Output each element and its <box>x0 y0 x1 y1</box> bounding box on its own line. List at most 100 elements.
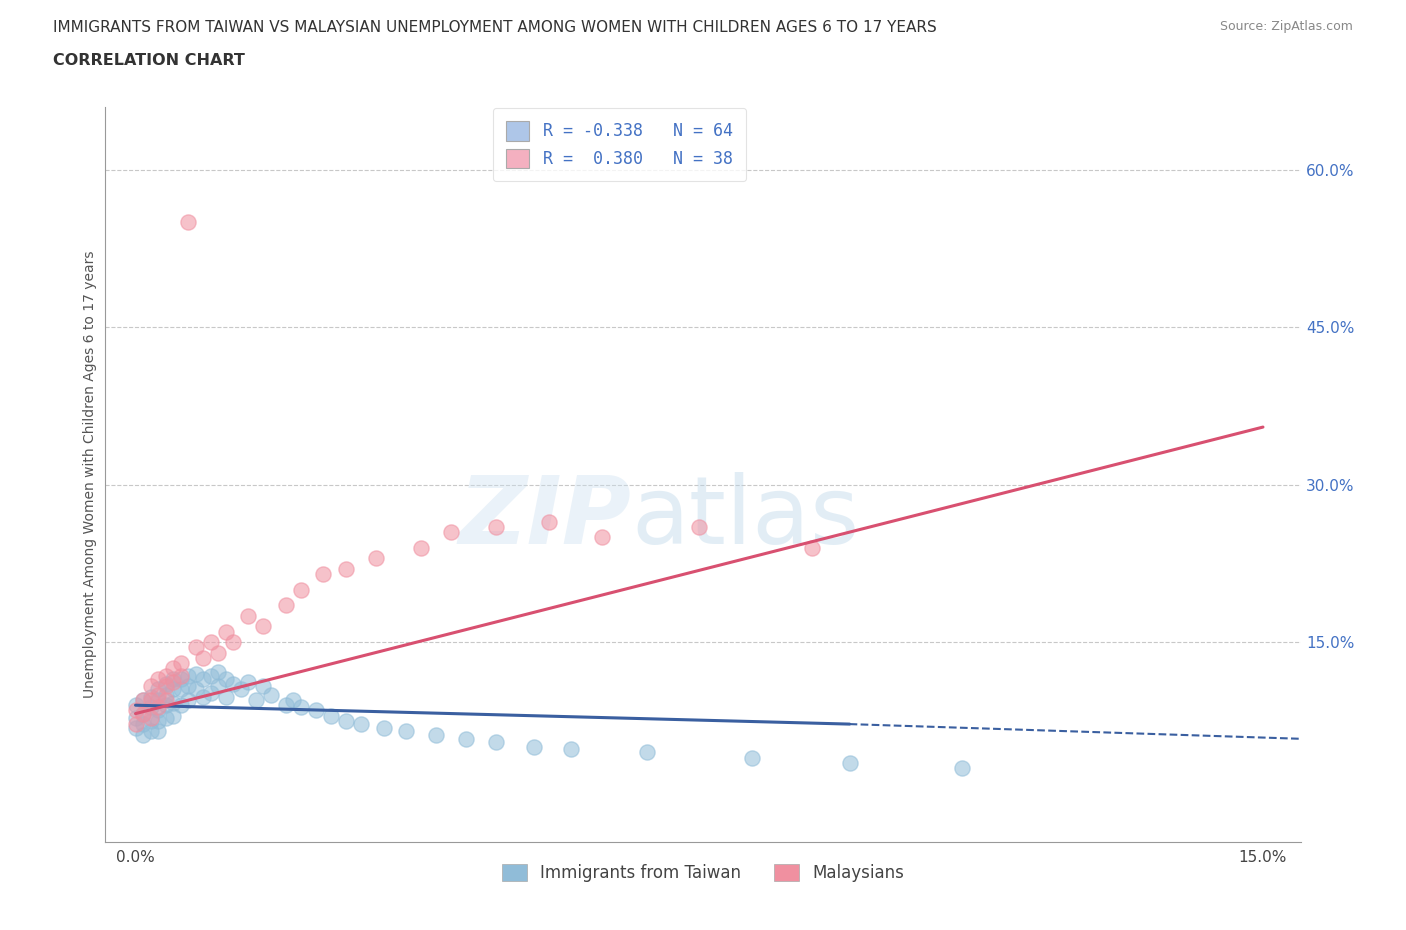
Legend: Immigrants from Taiwan, Malaysians: Immigrants from Taiwan, Malaysians <box>495 857 911 888</box>
Point <box>283 693 305 708</box>
Point <box>200 685 222 700</box>
Point <box>741 751 763 765</box>
Point <box>215 671 238 686</box>
Point <box>139 711 162 725</box>
Point <box>124 703 146 718</box>
Point <box>184 666 207 681</box>
Y-axis label: Unemployment Among Women with Children Ages 6 to 17 years: Unemployment Among Women with Children A… <box>83 250 97 698</box>
Point <box>319 709 342 724</box>
Point <box>146 703 169 718</box>
Point <box>222 677 245 692</box>
Point <box>373 721 395 736</box>
Point <box>169 698 191 712</box>
Point <box>260 687 283 702</box>
Point <box>162 682 184 697</box>
Point <box>184 640 207 655</box>
Point <box>177 669 200 684</box>
Point <box>155 677 177 692</box>
Point <box>207 679 229 694</box>
Point <box>155 711 177 725</box>
Point <box>139 724 162 739</box>
Point <box>252 619 274 634</box>
Point <box>274 598 297 613</box>
Point <box>169 669 191 684</box>
Point <box>169 671 191 686</box>
Text: CORRELATION CHART: CORRELATION CHART <box>53 53 245 68</box>
Point <box>146 724 169 739</box>
Point <box>312 566 335 581</box>
Point <box>305 703 328 718</box>
Point <box>456 731 478 746</box>
Point <box>411 540 433 555</box>
Point <box>688 519 710 534</box>
Point <box>485 735 508 750</box>
Point <box>155 669 177 684</box>
Point <box>222 635 245 650</box>
Point <box>838 755 860 770</box>
Point <box>184 682 207 697</box>
Text: atlas: atlas <box>631 472 859 565</box>
Point <box>591 530 613 545</box>
Point <box>124 721 146 736</box>
Point <box>162 696 184 711</box>
Point <box>124 711 146 725</box>
Point <box>139 693 162 708</box>
Point <box>207 664 229 679</box>
Point <box>124 717 146 732</box>
Point <box>335 713 357 728</box>
Point <box>252 679 274 694</box>
Text: Source: ZipAtlas.com: Source: ZipAtlas.com <box>1219 20 1353 33</box>
Point <box>560 742 582 757</box>
Point <box>132 706 155 721</box>
Point <box>950 761 973 776</box>
Point <box>238 608 260 623</box>
Point <box>169 682 191 697</box>
Point <box>191 671 214 686</box>
Point <box>162 671 184 686</box>
Point <box>177 693 200 708</box>
Point <box>537 514 560 529</box>
Point <box>335 562 357 577</box>
Point <box>139 679 162 694</box>
Point <box>155 693 177 708</box>
Point <box>146 700 169 715</box>
Point <box>523 739 546 754</box>
Point <box>132 706 155 721</box>
Point <box>139 713 162 728</box>
Point <box>229 682 252 697</box>
Point <box>440 525 463 539</box>
Point <box>132 717 155 732</box>
Point <box>169 656 191 671</box>
Point <box>155 679 177 694</box>
Point <box>162 661 184 676</box>
Point <box>177 215 200 230</box>
Text: IMMIGRANTS FROM TAIWAN VS MALAYSIAN UNEMPLOYMENT AMONG WOMEN WITH CHILDREN AGES : IMMIGRANTS FROM TAIWAN VS MALAYSIAN UNEM… <box>53 20 938 35</box>
Point <box>350 717 373 732</box>
Point <box>290 582 312 597</box>
Point <box>146 693 169 708</box>
Point <box>162 674 184 689</box>
Point <box>155 698 177 712</box>
Point <box>290 700 312 715</box>
Point <box>155 687 177 702</box>
Point <box>215 689 238 704</box>
Point <box>245 693 267 708</box>
Point <box>207 645 229 660</box>
Point <box>636 745 658 760</box>
Point <box>146 687 169 702</box>
Point <box>124 698 146 712</box>
Text: ZIP: ZIP <box>458 472 631 565</box>
Point <box>801 540 824 555</box>
Point <box>200 635 222 650</box>
Point <box>215 624 238 639</box>
Point <box>191 651 214 666</box>
Point <box>274 698 297 712</box>
Point <box>132 693 155 708</box>
Point <box>200 669 222 684</box>
Point <box>139 689 162 704</box>
Point <box>146 682 169 697</box>
Point <box>146 671 169 686</box>
Point <box>395 724 418 739</box>
Point <box>485 519 508 534</box>
Point <box>425 727 447 742</box>
